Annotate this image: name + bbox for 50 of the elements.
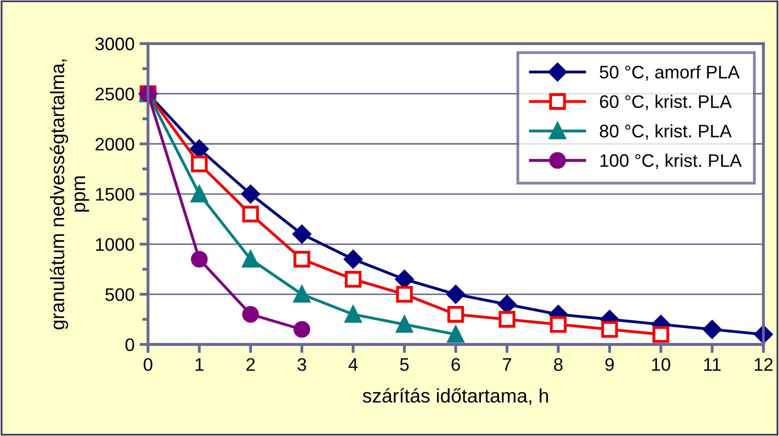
x-axis-title: szárítás időtartama, h (362, 388, 548, 405)
x-tick-label: 4 (348, 358, 358, 371)
x-tick-label: 12 (754, 358, 773, 371)
point (242, 206, 259, 222)
y-tick-label: 0 (125, 338, 134, 352)
x-tick-label: 5 (400, 358, 409, 371)
point (344, 306, 362, 323)
point (294, 250, 310, 268)
point (447, 326, 464, 343)
point (498, 311, 516, 328)
x-tick-label: 11 (704, 358, 721, 371)
x-tick-label: 8 (554, 358, 563, 371)
x-tick-label: 2 (246, 358, 255, 371)
point (292, 224, 312, 244)
x-tick-label: 0 (144, 358, 152, 371)
x-tick-label: 3 (298, 358, 306, 371)
y-tick-label: 1500 (96, 188, 134, 201)
point (447, 306, 464, 323)
y-tick-label: 2000 (96, 138, 134, 151)
legend-label: 80 °C, krist. PLA (600, 124, 732, 140)
point (702, 320, 722, 339)
point (190, 186, 208, 202)
point (242, 250, 259, 268)
point (294, 286, 310, 303)
x-tick-label: 6 (452, 358, 460, 371)
point (601, 321, 618, 338)
x-tick-label: 7 (502, 358, 512, 371)
point (190, 250, 208, 268)
y-axis-title: granulátum nedvességtartalma, ppm (50, 60, 90, 330)
point (344, 250, 362, 268)
point (446, 285, 465, 304)
point (294, 321, 310, 338)
x-tick-label: 1 (196, 358, 204, 371)
point (396, 316, 413, 333)
x-tick-label: 9 (605, 358, 614, 371)
point (190, 156, 208, 172)
y-tick-label: 500 (105, 288, 134, 302)
point (652, 326, 670, 343)
point (242, 306, 259, 323)
point (344, 270, 362, 288)
y-tick-label: 2500 (96, 88, 134, 100)
point (241, 184, 260, 204)
legend-label: 50 °C, amorf PLA (600, 65, 740, 81)
x-tick-label: 10 (652, 358, 670, 371)
point (396, 286, 413, 303)
point (550, 316, 567, 333)
y-tick-label: 1000 (96, 238, 134, 251)
y-tick-label: 3000 (95, 38, 134, 50)
legend-label: 100 °C, krist. PLA (600, 154, 742, 170)
legend-label: 60 °C, krist. PLA (600, 94, 732, 110)
